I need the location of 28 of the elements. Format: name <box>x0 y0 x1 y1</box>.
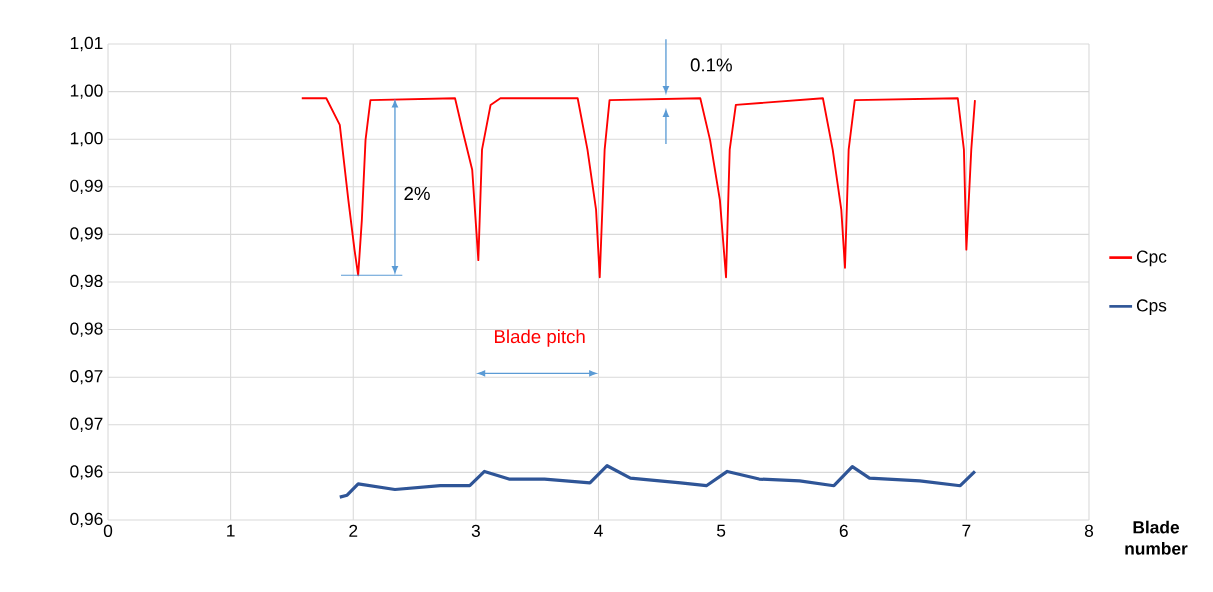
x-axis-title: Blade number <box>1125 520 1188 555</box>
annotation: 2% <box>404 186 430 201</box>
x-tick-label: 7 <box>962 524 971 537</box>
y-tick-label: 0,96 <box>70 512 103 528</box>
legend-label: Cps <box>1136 299 1167 316</box>
annotation: Blade pitch <box>494 329 585 347</box>
y-tick-label: 0,97 <box>70 417 103 432</box>
y-tick-label: 1,00 <box>70 132 103 147</box>
y-tick-label: 0,98 <box>70 322 103 337</box>
x-tick-label: 4 <box>594 524 603 537</box>
line-series <box>300 97 976 279</box>
x-tick-label: 0 <box>103 524 113 537</box>
x-tick-label: 3 <box>471 524 480 537</box>
line-series <box>338 464 977 499</box>
x-tick-label: 5 <box>717 524 726 537</box>
x-tick-label: 6 <box>839 524 848 537</box>
x-tick-label: 2 <box>349 524 358 537</box>
y-tick-label: 0,97 <box>70 370 103 385</box>
y-tick-label: 0,96 <box>70 465 103 480</box>
y-tick-label: 0,98 <box>70 274 103 290</box>
x-tick-label: 1 <box>227 524 235 537</box>
y-tick-label: 0,99 <box>70 179 103 194</box>
x-tick-label: 8 <box>1084 524 1094 537</box>
legend-label: Cpc <box>1136 250 1167 267</box>
y-tick-label: 1,00 <box>70 84 103 99</box>
y-tick-label: 1,01 <box>70 36 103 52</box>
annotation: 0.1% <box>690 58 732 72</box>
y-tick-label: 0,99 <box>70 227 103 242</box>
